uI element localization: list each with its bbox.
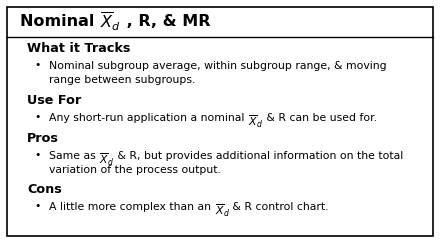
Text: What it Tracks: What it Tracks	[27, 42, 130, 55]
Text: $\overline{X}_{d}$: $\overline{X}_{d}$	[99, 151, 114, 168]
Text: $\overline{X}_{d}$: $\overline{X}_{d}$	[100, 11, 121, 33]
FancyBboxPatch shape	[7, 7, 433, 236]
Text: •: •	[34, 201, 40, 211]
Text: Same as: Same as	[49, 151, 99, 161]
Text: & R, but provides additional information on the total: & R, but provides additional information…	[114, 151, 403, 161]
Text: Cons: Cons	[27, 183, 62, 196]
Text: $\overline{X}_{d}$: $\overline{X}_{d}$	[248, 113, 263, 130]
Text: •: •	[34, 60, 40, 70]
Text: $\overline{X}_{d}$: $\overline{X}_{d}$	[215, 202, 229, 219]
Text: , R, & MR: , R, & MR	[121, 15, 210, 29]
Text: Any short-run application a nominal: Any short-run application a nominal	[49, 113, 248, 123]
Text: variation of the process output.: variation of the process output.	[49, 165, 221, 175]
Text: Nominal subgroup average, within subgroup range, & moving: Nominal subgroup average, within subgrou…	[49, 61, 387, 71]
Text: Nominal: Nominal	[20, 15, 100, 29]
Text: range between subgroups.: range between subgroups.	[49, 75, 195, 85]
Text: •: •	[34, 112, 40, 122]
Text: A little more complex than an: A little more complex than an	[49, 202, 215, 212]
Text: Pros: Pros	[27, 132, 59, 145]
Text: •: •	[34, 150, 40, 160]
Text: Use For: Use For	[27, 94, 81, 107]
Text: & R control chart.: & R control chart.	[229, 202, 329, 212]
Text: & R can be used for.: & R can be used for.	[263, 113, 377, 123]
